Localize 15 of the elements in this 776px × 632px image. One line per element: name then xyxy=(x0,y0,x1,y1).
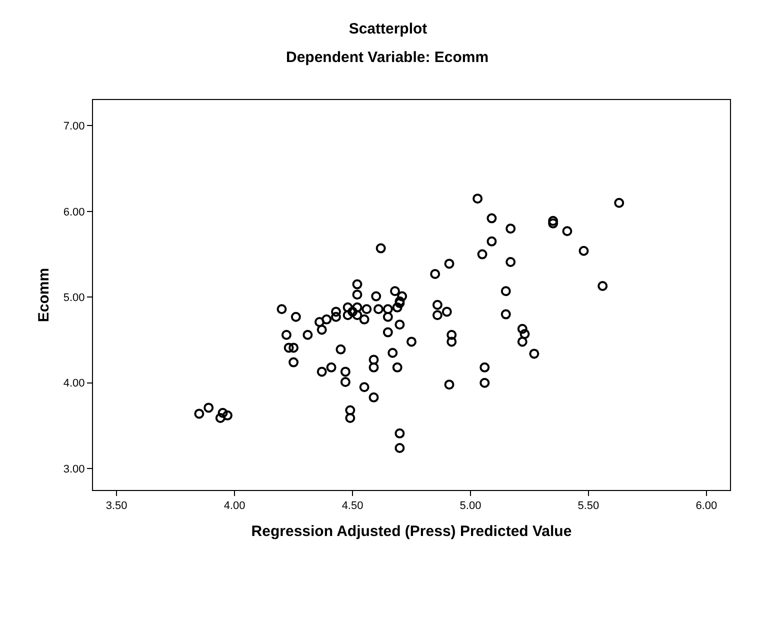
chart-title: Scatterplot xyxy=(348,20,428,38)
y-tick-label: 6.00 xyxy=(63,206,85,218)
y-tick-label: 5.00 xyxy=(63,292,85,304)
y-axis-title: Ecomm xyxy=(36,268,53,322)
y-tick-label: 7.00 xyxy=(63,120,85,133)
x-tick-label: 4.50 xyxy=(342,500,364,512)
x-tick-label: 6.00 xyxy=(696,500,718,512)
x-tick-label: 4.00 xyxy=(224,500,246,512)
y-tick-label: 4.00 xyxy=(63,378,85,390)
x-tick-label: 3.50 xyxy=(106,500,128,512)
y-tick-label: 3.00 xyxy=(63,463,85,476)
x-axis-title: Regression Adjusted (Press) Predicted Value xyxy=(251,523,572,540)
x-tick-label: 5.50 xyxy=(578,500,600,512)
x-tick-label: 5.00 xyxy=(460,500,482,512)
chart-subtitle: Dependent Variable: Ecomm xyxy=(286,49,489,66)
